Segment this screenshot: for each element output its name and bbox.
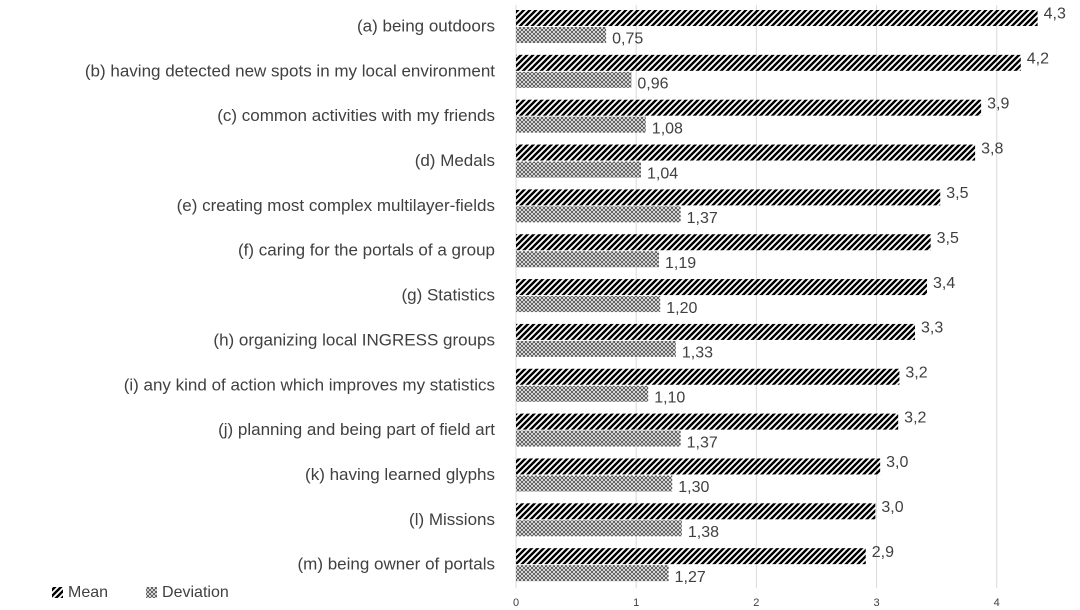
bar [516,520,682,537]
category-label: (d) Medals [415,151,495,170]
category-label: (c) common activities with my friends [217,106,495,125]
category-label: (e) creating most complex multilayer-fie… [177,196,495,215]
x-tick-label: 0 [513,597,519,609]
value-label: 1,04 [647,165,678,182]
value-label: 3,5 [946,185,968,202]
category-label: (h) organizing local INGRESS groups [213,330,495,349]
value-label: 1,33 [682,345,713,362]
bar [516,27,607,43]
category-label: (a) being outdoors [357,16,495,35]
value-label: 1,27 [675,569,706,586]
bar [516,99,982,116]
bar [516,116,646,133]
value-label: 3,3 [921,320,943,337]
value-label: 1,30 [678,479,709,496]
category-label: (m) being owner of portals [298,555,495,574]
value-label: 4,3 [1044,6,1066,23]
value-label: 3,8 [981,140,1003,157]
bar [516,475,673,492]
category-label: (f) caring for the portals of a group [238,241,495,260]
x-tick-label: 4 [994,597,1000,609]
x-tick-label: 3 [873,597,879,609]
category-label: (g) Statistics [401,286,495,305]
value-label: 3,4 [933,275,955,292]
value-label: 2,9 [872,544,894,561]
value-label: 1,38 [688,524,719,541]
bar [516,296,661,313]
value-label: 1,19 [665,255,696,272]
x-tick-label: 1 [633,597,639,609]
category-label: (k) having learned glyphs [305,465,495,484]
value-label: 3,0 [886,454,908,471]
category-label: (l) Missions [409,510,495,529]
bar [516,161,641,178]
bar [516,385,649,402]
legend-label: Deviation [162,584,229,601]
value-label: 3,9 [987,95,1009,112]
category-label: (i) any kind of action which improves my… [124,375,495,394]
bar [516,413,899,430]
bar [516,565,669,582]
value-label: 1,37 [687,210,718,227]
bar [516,548,866,565]
value-label: 1,37 [687,434,718,451]
bar [516,251,660,268]
bar [516,340,676,357]
legend-swatch [146,587,158,598]
value-label: 4,2 [1027,51,1049,68]
bar [516,503,876,520]
value-label: 3,0 [881,499,903,516]
value-label: 1,20 [666,300,697,317]
bar [516,234,931,251]
bar [516,189,941,206]
value-label: 1,08 [652,120,683,137]
legend-label: Mean [68,584,108,601]
bar [516,368,900,385]
bar [516,144,976,161]
bar [516,54,1021,71]
value-label: 3,2 [904,409,926,426]
value-label: 0,96 [637,76,668,93]
bar [516,279,928,296]
value-label: 0,75 [612,31,643,48]
category-label: (j) planning and being part of field art [218,420,495,439]
value-label: 3,5 [937,230,959,247]
bar [516,206,681,223]
x-tick-label: 2 [753,597,759,609]
value-label: 3,2 [905,364,927,381]
bar [516,430,681,447]
bar [516,323,916,340]
legend-swatch [52,587,63,598]
category-label: (b) having detected new spots in my loca… [85,61,495,80]
bar [516,458,881,475]
bar [516,71,632,88]
bars: 4,3 0,75 4,2 0,96 3,9 1,08 3,8 1,04 3,5 1,37 3,5 1,… [516,6,1066,586]
bar [516,10,1038,26]
value-label: 1,10 [654,389,685,406]
